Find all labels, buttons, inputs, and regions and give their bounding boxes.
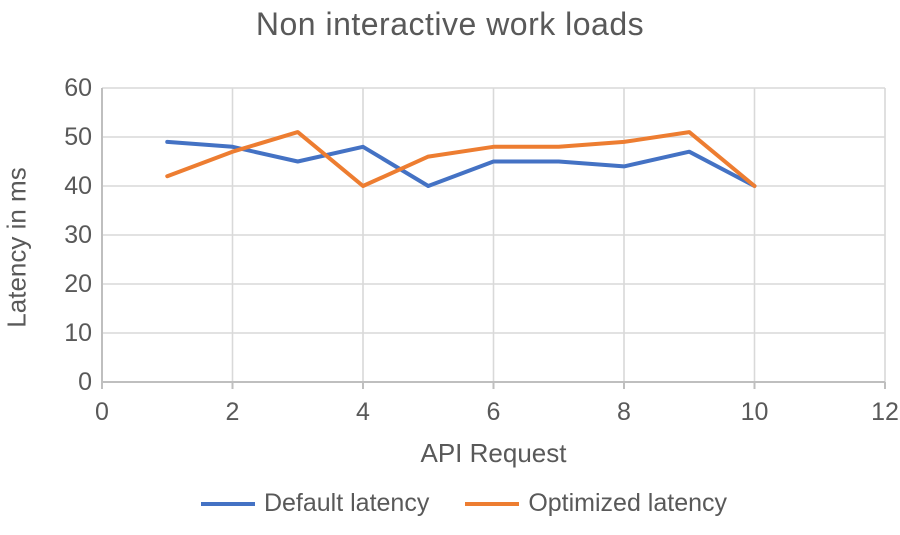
series-line-default-latency [165,139,757,188]
x-tick-label: 10 [740,398,769,426]
y-tick-label: 40 [64,172,92,200]
x-tick-label: 0 [95,398,109,426]
x-tick-label: 4 [356,398,370,426]
y-tick-label: 50 [64,123,92,151]
legend-swatch [200,501,255,506]
y-tick-label: 10 [64,319,92,347]
x-tick-label: 2 [225,398,240,426]
legend-item-optimized-latency: Optimized latency [465,489,727,518]
legend-swatch [465,501,520,506]
series-line-optimized-latency [165,130,757,188]
legend-item-default-latency: Default latency [200,489,430,518]
x-tick-label: 12 [871,398,899,426]
y-tick-label: 60 [64,74,92,102]
legend-label: Optimized latency [528,489,728,517]
y-tick-label: 0 [78,368,92,396]
x-axis-title: API Request [420,438,567,468]
legend: Default latency Optimized latency [14,489,900,518]
x-tick-label: 6 [486,398,501,426]
x-tick-label: 8 [617,398,631,426]
y-tick-label: 20 [64,270,92,298]
chart-title: Non interactive work loads [255,6,645,42]
y-tick-label: 30 [64,221,92,249]
legend-label: Default latency [263,489,430,517]
